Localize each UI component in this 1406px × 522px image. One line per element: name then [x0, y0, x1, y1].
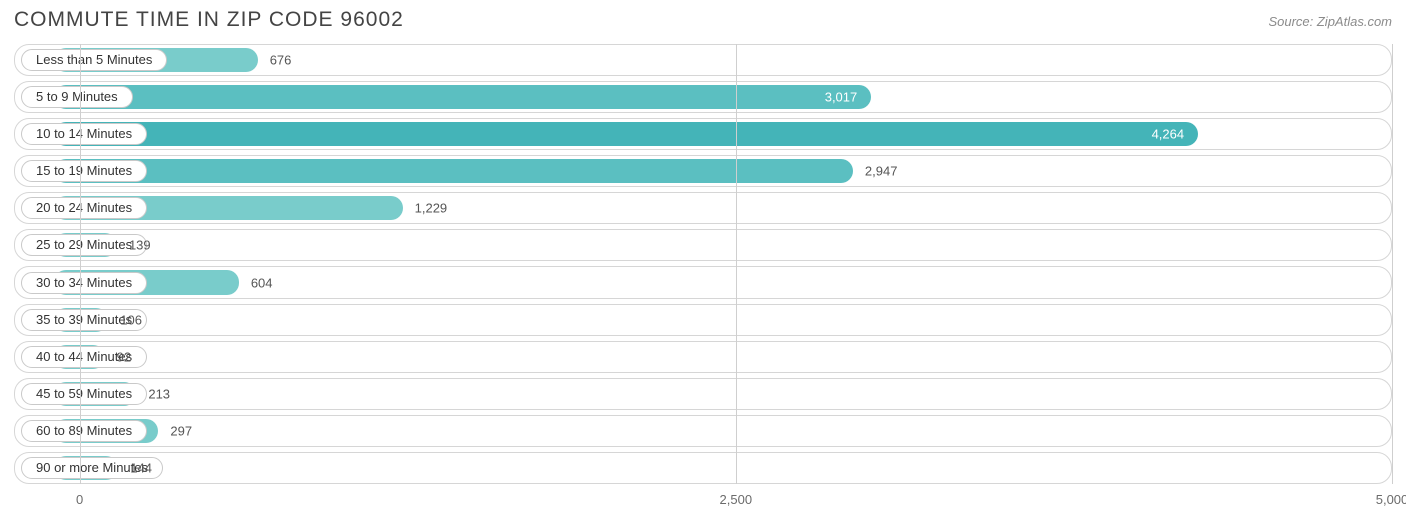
bar [54, 122, 1199, 146]
bar-value: 3,017 [825, 90, 872, 105]
x-axis: 02,5005,000 [14, 492, 1392, 510]
bar-row: 60 to 89 Minutes 297 [14, 415, 1392, 447]
bar-row: 25 to 29 Minutes139 [14, 229, 1392, 261]
bar-row: 20 to 24 Minutes 1,229 [14, 192, 1392, 224]
gridline [1392, 44, 1393, 484]
category-pill: 5 to 9 Minutes [21, 86, 133, 108]
bar-value: 144 [118, 460, 152, 475]
bar-rows: Less than 5 Minutes 676 5 to 9 Minutes 3,01… [14, 44, 1392, 484]
bar-value: 676 [258, 53, 292, 68]
x-tick-label: 5,000 [1376, 492, 1406, 507]
chart-source: Source: ZipAtlas.com [1268, 14, 1392, 29]
x-tick-label: 0 [76, 492, 83, 507]
bar-row: 15 to 19 Minutes 2,947 [14, 155, 1392, 187]
bar-row: Less than 5 Minutes 676 [14, 44, 1392, 76]
bar-value: 139 [117, 238, 151, 253]
bar-row: 40 to 44 Minutes92 [14, 341, 1392, 373]
bar-value: 213 [136, 386, 170, 401]
bar-row: 30 to 34 Minutes 604 [14, 266, 1392, 298]
category-pill: 10 to 14 Minutes [21, 123, 147, 145]
bar-row: 35 to 39 Minutes106 [14, 304, 1392, 336]
category-pill: 60 to 89 Minutes [21, 420, 147, 442]
category-pill: 45 to 59 Minutes [21, 383, 147, 405]
bar [54, 159, 853, 183]
bar-row: 45 to 59 Minutes213 [14, 378, 1392, 410]
bar-value: 604 [239, 275, 273, 290]
bar-value: 2,947 [853, 164, 898, 179]
bar-row: 5 to 9 Minutes 3,017 [14, 81, 1392, 113]
category-pill: 30 to 34 Minutes [21, 272, 147, 294]
bar-value: 92 [105, 349, 131, 364]
plot-area: Less than 5 Minutes 676 5 to 9 Minutes 3,01… [14, 44, 1392, 484]
bar [54, 85, 872, 109]
bar-row: 90 or more Minutes144 [14, 452, 1392, 484]
category-pill: 20 to 24 Minutes [21, 197, 147, 219]
bar-value: 297 [158, 423, 192, 438]
bar-value: 1,229 [403, 201, 448, 216]
bar-row: 10 to 14 Minutes 4,264 [14, 118, 1392, 150]
category-pill: 15 to 19 Minutes [21, 160, 147, 182]
commute-time-chart: COMMUTE TIME IN ZIP CODE 96002 Source: Z… [0, 0, 1406, 522]
x-tick-label: 2,500 [720, 492, 753, 507]
bar-value: 106 [108, 312, 142, 327]
bar-value: 4,264 [1152, 127, 1199, 142]
chart-title: COMMUTE TIME IN ZIP CODE 96002 [14, 8, 404, 32]
category-pill: Less than 5 Minutes [21, 49, 167, 71]
